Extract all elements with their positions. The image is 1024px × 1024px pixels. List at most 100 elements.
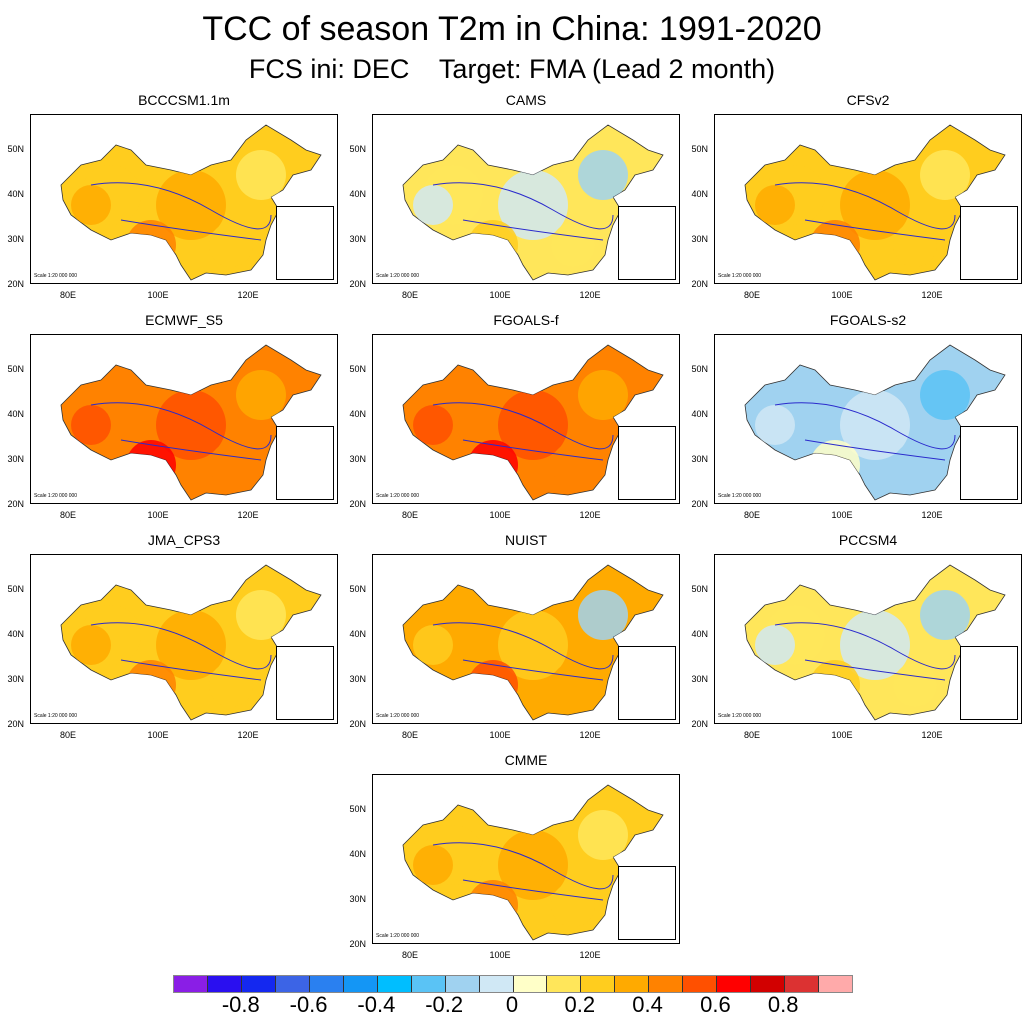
field-blob: [893, 223, 937, 267]
lon-tick-label: 100E: [489, 510, 511, 520]
colorbar-swatch: [717, 976, 752, 992]
china-map: [402, 564, 664, 721]
lon-tick-label: 80E: [59, 510, 76, 520]
colorbar-label: 0.4: [632, 992, 663, 1017]
scale-label: Scale 1:20 000 000: [34, 273, 78, 279]
scale-label: Scale 1:20 000 000: [718, 713, 762, 719]
lat-tick-label: 50N: [349, 144, 366, 154]
colorbar-swatch: [445, 976, 480, 992]
map-panel: FGOALS-f Scale 1:20 000 000 50N 40N 30N 20N…: [342, 312, 680, 530]
lat-tick-label: 40N: [349, 189, 366, 199]
scale-label: Scale 1:20 000 000: [34, 493, 78, 499]
colorbar-swatch: [309, 976, 344, 992]
panel-title: ECMWF_S5: [145, 312, 223, 328]
south-china-sea-inset: [960, 426, 1018, 500]
river-line: [462, 439, 604, 461]
field-blob: [209, 663, 253, 707]
river-line: [804, 439, 946, 461]
lon-tick-label: 100E: [831, 290, 853, 300]
field-blob: [413, 845, 453, 885]
colorbar-swatch: [275, 976, 310, 992]
field-blob: [413, 625, 453, 665]
river-line: [774, 402, 956, 450]
scale-label: Scale 1:20 000 000: [34, 713, 78, 719]
field-blob: [71, 405, 111, 445]
map-panel: BCCCSM1.1m Scale 1:20 000 000 50N 40N 30N 2…: [0, 92, 338, 310]
south-china-sea-inset: [618, 206, 676, 280]
field-blob: [755, 405, 795, 445]
lon-tick-label: 120E: [579, 950, 601, 960]
river-line: [432, 622, 614, 670]
lat-tick-label: 50N: [7, 584, 24, 594]
lon-tick-label: 80E: [59, 730, 76, 740]
lat-tick-label: 40N: [691, 189, 708, 199]
lon-tick-label: 120E: [237, 290, 259, 300]
map-panel: ECMWF_S5 Scale 1:20 000 000 50N 40N 30N 20N…: [0, 312, 338, 530]
south-china-sea-inset: [960, 206, 1018, 280]
field-blob: [498, 170, 568, 240]
scale-label: Scale 1:20 000 000: [718, 493, 762, 499]
lon-tick-label: 80E: [743, 510, 760, 520]
map-panel: JMA_CPS3 Scale 1:20 000 000 50N 40N 30N 20N…: [0, 532, 338, 750]
colorbar-swatch: [174, 976, 208, 992]
south-china-sea-inset: [618, 426, 676, 500]
china-map: [60, 344, 322, 501]
field-blob: [551, 223, 595, 267]
lat-tick-label: 30N: [349, 674, 366, 684]
lon-tick-label: 100E: [489, 290, 511, 300]
river-line: [120, 659, 262, 681]
panel-title: CMME: [504, 752, 548, 768]
field-blob: [840, 390, 910, 460]
lat-tick-label: 30N: [7, 674, 24, 684]
china-map: [60, 564, 322, 721]
lon-tick-label: 120E: [579, 510, 601, 520]
field-blob: [498, 830, 568, 900]
lat-tick-label: 50N: [7, 364, 24, 374]
lat-tick-label: 20N: [691, 499, 708, 509]
panel-title: FGOALS-s2: [829, 312, 907, 328]
river-line: [432, 402, 614, 450]
colorbar-swatch: [785, 976, 820, 992]
lon-tick-label: 80E: [401, 510, 418, 520]
lat-tick-label: 20N: [7, 719, 24, 729]
field-blob: [209, 223, 253, 267]
lat-tick-label: 20N: [7, 279, 24, 289]
field-blob: [413, 405, 453, 445]
map-panel: PCCSM4 Scale 1:20 000 000 50N 40N 30N 20N 80…: [684, 532, 1022, 750]
colorbar-swatch: [581, 976, 616, 992]
colorbar-swatch: [377, 976, 412, 992]
scale-label: Scale 1:20 000 000: [376, 493, 420, 499]
lat-tick-label: 50N: [691, 144, 708, 154]
field-blob: [755, 185, 795, 225]
lat-tick-label: 40N: [349, 409, 366, 419]
lat-tick-label: 30N: [349, 234, 366, 244]
lon-tick-label: 100E: [147, 730, 169, 740]
map-panel: NUIST Scale 1:20 000 000 50N 40N 30N 20N 80E…: [342, 532, 680, 750]
map-frame: Scale 1:20 000 000: [372, 774, 680, 944]
scale-label: Scale 1:20 000 000: [376, 273, 420, 279]
map-frame: Scale 1:20 000 000: [372, 114, 680, 284]
panel-title: FGOALS-f: [493, 312, 559, 328]
panel-title: CAMS: [505, 92, 547, 108]
field-blob: [840, 610, 910, 680]
field-blob: [71, 625, 111, 665]
china-map: [744, 564, 1006, 721]
map-frame: Scale 1:20 000 000: [714, 554, 1022, 724]
lat-tick-label: 50N: [691, 364, 708, 374]
colorbar-label: -0.8: [221, 992, 260, 1017]
colorbar-swatch: [241, 976, 276, 992]
lat-tick-label: 30N: [349, 454, 366, 464]
field-blob: [551, 663, 595, 707]
lon-tick-label: 120E: [921, 510, 943, 520]
colorbar-swatch: [207, 976, 242, 992]
colorbar-swatch: [649, 976, 684, 992]
lat-tick-label: 30N: [7, 454, 24, 464]
lat-tick-label: 40N: [691, 629, 708, 639]
field-blob: [236, 150, 286, 200]
colorbar-swatch: [547, 976, 582, 992]
colorbar: [173, 975, 853, 993]
river-line: [90, 402, 272, 450]
river-line: [90, 182, 272, 230]
lon-tick-label: 120E: [921, 290, 943, 300]
lat-tick-label: 20N: [691, 279, 708, 289]
